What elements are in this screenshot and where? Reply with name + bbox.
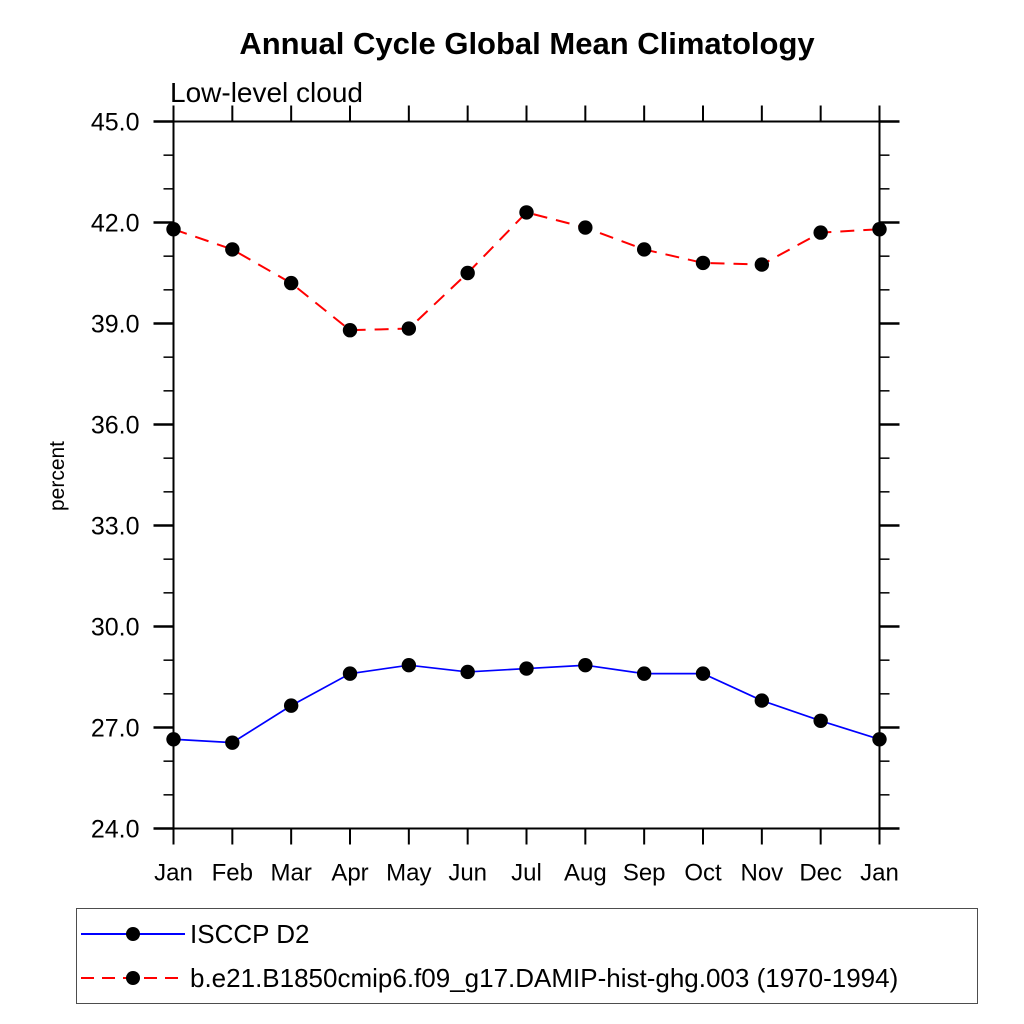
x-tick-label: Mar	[270, 860, 311, 887]
y-tick-label: 24.0	[91, 816, 140, 844]
data-point-marker	[283, 698, 299, 713]
series-1	[166, 205, 887, 338]
data-point-marker	[872, 732, 887, 747]
data-point-marker	[695, 666, 711, 681]
x-tick-label: Oct	[684, 860, 722, 887]
x-tick-label: Nov	[740, 860, 783, 887]
data-point-marker	[225, 735, 240, 750]
data-point-marker	[460, 664, 475, 680]
data-point-marker	[401, 321, 417, 336]
y-tick-label: 42.0	[91, 210, 140, 238]
series-0	[166, 658, 887, 750]
data-point-marker	[519, 205, 534, 220]
data-point-marker	[636, 666, 652, 681]
legend-item: ISCCP D2	[81, 912, 977, 956]
legend-swatch-line-icon	[81, 971, 185, 985]
x-tick-label: Jan	[154, 860, 193, 887]
legend-item: b.e21.B1850cmip6.f09_g17.DAMIP-hist-ghg.…	[81, 956, 977, 1000]
data-point-marker	[578, 658, 593, 673]
legend-item-label: b.e21.B1850cmip6.f09_g17.DAMIP-hist-ghg.…	[190, 962, 899, 993]
data-point-marker	[166, 732, 181, 747]
data-point-marker	[225, 242, 240, 257]
y-tick-label: 39.0	[91, 311, 140, 339]
data-point-marker	[283, 275, 299, 291]
data-point-marker	[636, 242, 652, 257]
x-tick-label: Jun	[448, 860, 487, 887]
x-tick-label: May	[386, 860, 431, 887]
x-axis: Jan Feb Mar Apr May Jun Jul Aug Sep Oct Nov Dec Jan	[154, 105, 899, 887]
legend-swatch-line-icon	[81, 927, 185, 941]
data-point-marker	[695, 255, 711, 271]
y-tick-label: 45.0	[91, 109, 140, 137]
data-point-marker	[401, 658, 417, 673]
series-line	[173, 211, 880, 332]
data-point-marker	[342, 323, 358, 338]
data-point-marker	[872, 222, 887, 237]
data-point-marker	[460, 265, 475, 281]
legend-marker	[126, 927, 140, 941]
data-point-marker	[578, 220, 593, 235]
data-point-marker	[813, 713, 828, 728]
data-point-marker	[754, 257, 770, 272]
x-tick-label: Jul	[511, 860, 542, 887]
data-point-marker	[813, 225, 828, 240]
y-tick-label: 27.0	[91, 715, 140, 743]
legend-item-label: ISCCP D2	[190, 918, 310, 949]
series-line	[173, 664, 880, 744]
y-tick-label: 36.0	[91, 412, 140, 440]
y-axis: 24.0 27.0 30.0 33.0 36.0 39.0 42.0 45.0	[91, 109, 900, 844]
x-tick-label: Aug	[564, 860, 607, 887]
x-tick-label: Feb	[212, 860, 253, 887]
x-tick-label: Jan	[860, 860, 899, 887]
legend: ISCCP D2 b.e21.B1850cmip6.f09_g17.DAMIP-…	[76, 908, 978, 1004]
data-point-marker	[519, 661, 534, 676]
x-tick-label: Sep	[623, 860, 666, 887]
chart-subtitle: Low-level cloud	[170, 77, 363, 108]
data-point-marker	[166, 222, 181, 237]
chart-title: Annual Cycle Global Mean Climatology	[239, 26, 815, 61]
x-tick-label: Dec	[799, 860, 842, 887]
data-point-marker	[342, 666, 358, 681]
legend-marker	[126, 971, 140, 985]
plot-frame	[172, 120, 881, 830]
data-point-marker	[754, 693, 770, 708]
y-tick-label: 33.0	[91, 513, 140, 541]
x-tick-label: Apr	[331, 860, 368, 887]
y-tick-label: 30.0	[91, 614, 140, 642]
